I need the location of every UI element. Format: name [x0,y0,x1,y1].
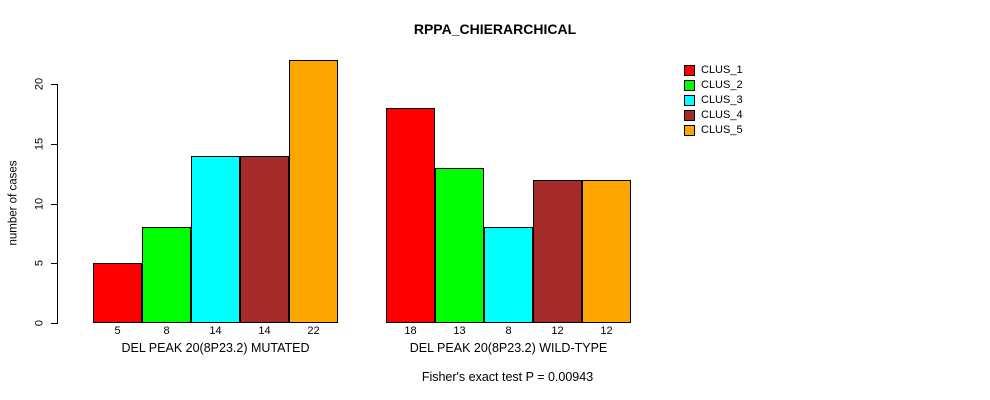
bar [582,179,631,323]
y-tick [51,323,57,324]
bar-value-label: 12 [600,325,613,337]
y-axis-line [57,84,58,324]
legend-item: CLUS_5 [684,123,743,138]
y-tick-label: 0 [33,319,46,327]
bar-value-label: 8 [163,325,170,337]
bar [142,227,191,323]
legend-label: CLUS_3 [701,94,743,106]
y-tick [51,144,57,145]
bar [533,179,582,323]
bar [191,155,240,323]
x-group-label: DEL PEAK 20(8P23.2) MUTATED [121,341,310,355]
y-tick [51,84,57,85]
y-tick-label: 5 [33,259,46,267]
legend-swatch [684,125,695,136]
y-tick-label: 20 [33,77,46,91]
footer-note: Fisher's exact test P = 0.00943 [421,370,594,384]
bar-value-label: 13 [453,325,466,337]
legend-swatch [684,95,695,106]
y-axis-title: number of cases [7,160,20,246]
y-tick-label: 10 [33,197,46,211]
bar-value-label: 18 [404,325,417,337]
legend-label: CLUS_4 [701,109,743,121]
bar [93,263,142,323]
bar-value-label: 22 [307,325,320,337]
bar-value-label: 12 [551,325,564,337]
chart-title: RPPA_CHIERARCHICAL [413,21,577,37]
legend: CLUS_1 CLUS_2 CLUS_3 CLUS_4 CLUS_5 [684,63,743,138]
bar-value-label: 14 [258,325,271,337]
legend-label: CLUS_2 [701,79,743,91]
y-tick [51,204,57,205]
legend-label: CLUS_5 [701,124,743,136]
legend-label: CLUS_1 [701,64,743,76]
bar-value-label: 14 [209,325,222,337]
y-tick [51,263,57,264]
x-group-label: DEL PEAK 20(8P23.2) WILD-TYPE [409,341,608,355]
y-tick-label: 15 [33,137,46,151]
legend-item: CLUS_4 [684,108,743,123]
legend-item: CLUS_2 [684,78,743,93]
bar [240,155,289,323]
bar [289,60,338,323]
legend-swatch [684,110,695,121]
bar [435,167,484,323]
legend-swatch [684,80,695,91]
legend-item: CLUS_1 [684,63,743,78]
bar [386,107,435,323]
bar [484,227,533,323]
legend-item: CLUS_3 [684,93,743,108]
legend-swatch [684,65,695,76]
bar-value-label: 8 [505,325,512,337]
bar-value-label: 5 [114,325,121,337]
